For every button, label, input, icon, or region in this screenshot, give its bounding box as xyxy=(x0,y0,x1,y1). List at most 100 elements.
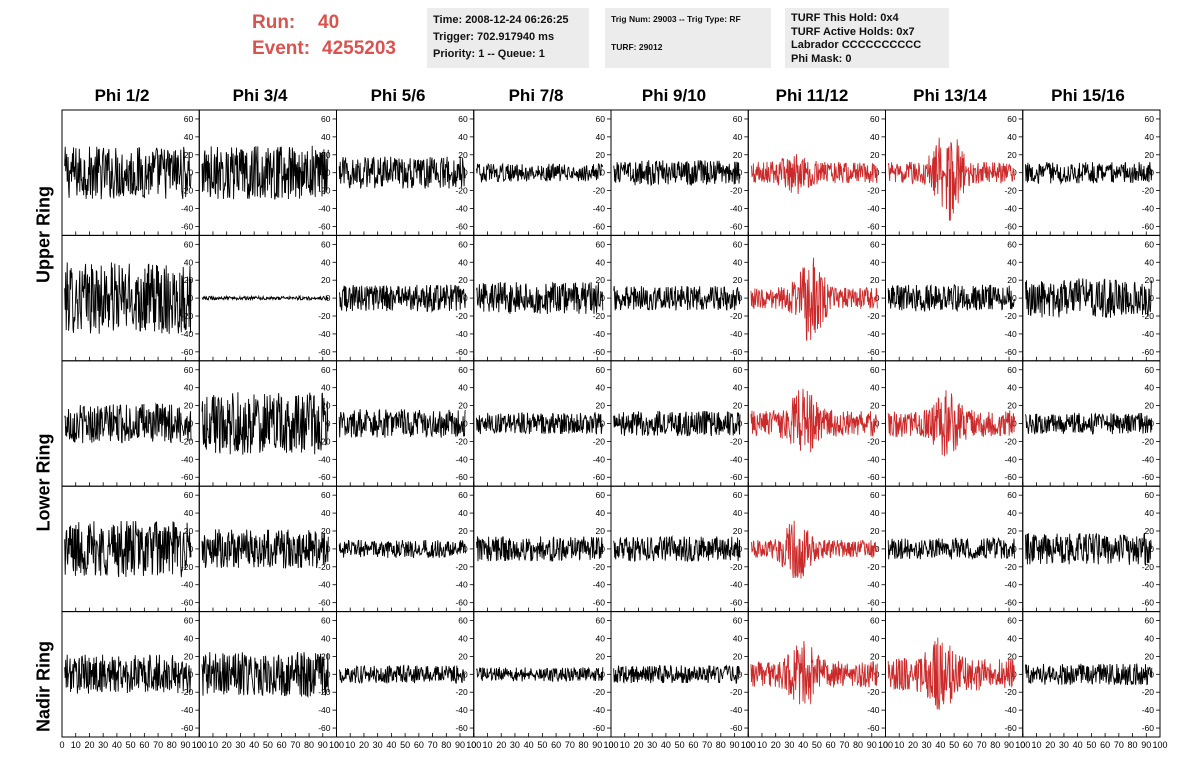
waveform-trace xyxy=(750,154,878,195)
waveform-trace xyxy=(613,285,741,311)
y-tick-label: -20 xyxy=(181,311,194,321)
y-tick-label: 60 xyxy=(1145,365,1155,375)
y-tick-label: -20 xyxy=(455,186,468,196)
y-tick-label: 20 xyxy=(458,526,468,536)
y-tick-label: -60 xyxy=(730,598,743,608)
waveform-trace xyxy=(338,156,466,189)
x-tick-label: 80 xyxy=(853,740,863,750)
y-tick-label: 60 xyxy=(733,239,743,249)
y-tick-label: -40 xyxy=(181,329,194,339)
y-tick-label: 20 xyxy=(870,275,880,285)
y-tick-label: 20 xyxy=(458,651,468,661)
x-tick-label: 70 xyxy=(153,740,163,750)
y-tick-label: 40 xyxy=(870,132,880,142)
y-tick-label: 40 xyxy=(184,132,194,142)
y-tick-label: 40 xyxy=(184,383,194,393)
x-tick-label: 0 xyxy=(746,740,751,750)
x-tick-label: 30 xyxy=(1059,740,1069,750)
waveform-trace xyxy=(201,145,329,200)
y-tick-label: 40 xyxy=(596,383,606,393)
waveform-trace xyxy=(338,539,466,558)
waveform-trace xyxy=(1025,412,1153,435)
y-tick-label: 60 xyxy=(1145,114,1155,124)
y-tick-label: -20 xyxy=(730,436,743,446)
y-tick-label: 40 xyxy=(321,633,331,643)
event-value: 4255203 xyxy=(322,38,396,59)
x-tick-label: 80 xyxy=(304,740,314,750)
y-tick-label: 40 xyxy=(1145,383,1155,393)
time-line: Time: 2008-12-24 06:26:25 xyxy=(433,14,569,26)
waveform-trace xyxy=(64,520,192,578)
y-tick-label: -60 xyxy=(593,347,606,357)
y-tick-label: 60 xyxy=(321,490,331,500)
y-tick-label: -20 xyxy=(318,562,331,572)
y-tick-label: 20 xyxy=(458,275,468,285)
y-tick-label: -60 xyxy=(867,598,880,608)
y-tick-label: -40 xyxy=(593,705,606,715)
y-tick-label: 60 xyxy=(1007,365,1017,375)
y-tick-label: 40 xyxy=(870,383,880,393)
x-tick-label: 70 xyxy=(565,740,575,750)
y-tick-label: 60 xyxy=(321,239,331,249)
y-tick-label: 60 xyxy=(870,365,880,375)
phi-title: Phi 7/8 xyxy=(508,86,564,105)
y-tick-label: -60 xyxy=(730,347,743,357)
y-tick-label: -40 xyxy=(455,204,468,214)
waveform-trace xyxy=(476,666,604,683)
y-tick-label: 40 xyxy=(184,257,194,267)
y-tick-label: 40 xyxy=(458,257,468,267)
y-tick-label: 60 xyxy=(184,365,194,375)
y-tick-label: -40 xyxy=(1004,454,1017,464)
waveform-trace xyxy=(476,411,604,435)
timing-info-box: Time: 2008-12-24 06:26:25 Trigger: 702.9… xyxy=(427,8,589,68)
y-tick-label: 20 xyxy=(596,275,606,285)
y-tick-label: 60 xyxy=(596,490,606,500)
run-label: Run: xyxy=(252,12,296,33)
y-tick-label: 0 xyxy=(1012,293,1017,303)
waveform-trace xyxy=(64,146,192,200)
y-tick-label: 60 xyxy=(596,616,606,626)
y-tick-label: -20 xyxy=(593,562,606,572)
run-value: 40 xyxy=(318,12,340,33)
waveform-trace xyxy=(338,664,466,685)
y-tick-label: 40 xyxy=(321,508,331,518)
waveform-trace xyxy=(613,535,741,563)
x-tick-label: 50 xyxy=(263,740,273,750)
x-tick-label: 30 xyxy=(647,740,657,750)
y-tick-label: 20 xyxy=(596,150,606,160)
y-tick-label: -20 xyxy=(318,311,331,321)
y-tick-label: 20 xyxy=(1145,401,1155,411)
y-tick-label: -40 xyxy=(1142,705,1155,715)
y-tick-label: 20 xyxy=(870,526,880,536)
x-tick-label: 30 xyxy=(784,740,794,750)
x-tick-label: 40 xyxy=(112,740,122,750)
y-tick-label: 40 xyxy=(596,508,606,518)
y-tick-label: -20 xyxy=(867,687,880,697)
x-tick-label: 50 xyxy=(537,740,547,750)
y-tick-label: 60 xyxy=(733,365,743,375)
y-tick-label: 40 xyxy=(596,633,606,643)
x-tick-label: 100 xyxy=(603,740,618,750)
y-tick-label: -60 xyxy=(318,723,331,733)
event-label: Event: xyxy=(252,38,311,59)
trigger-info-box: Trig Num: 29003 -- Trig Type: RF TURF: 2… xyxy=(605,8,771,68)
y-tick-label: 20 xyxy=(1007,401,1017,411)
x-tick-label: 20 xyxy=(359,740,369,750)
y-tick-label: 20 xyxy=(458,401,468,411)
y-tick-label: -20 xyxy=(318,687,331,697)
y-tick-label: 60 xyxy=(733,616,743,626)
y-tick-label: 20 xyxy=(184,651,194,661)
x-tick-label: 90 xyxy=(181,740,191,750)
phi-title: Phi 15/16 xyxy=(1051,86,1125,105)
y-tick-label: 0 xyxy=(600,419,605,429)
y-tick-label: -20 xyxy=(867,186,880,196)
y-tick-label: -60 xyxy=(593,472,606,482)
y-tick-label: -60 xyxy=(318,221,331,231)
x-tick-label: 20 xyxy=(633,740,643,750)
y-tick-label: 40 xyxy=(733,633,743,643)
y-tick-label: -60 xyxy=(318,347,331,357)
y-tick-label: -60 xyxy=(455,221,468,231)
y-tick-label: -40 xyxy=(867,204,880,214)
y-tick-label: -40 xyxy=(1004,580,1017,590)
